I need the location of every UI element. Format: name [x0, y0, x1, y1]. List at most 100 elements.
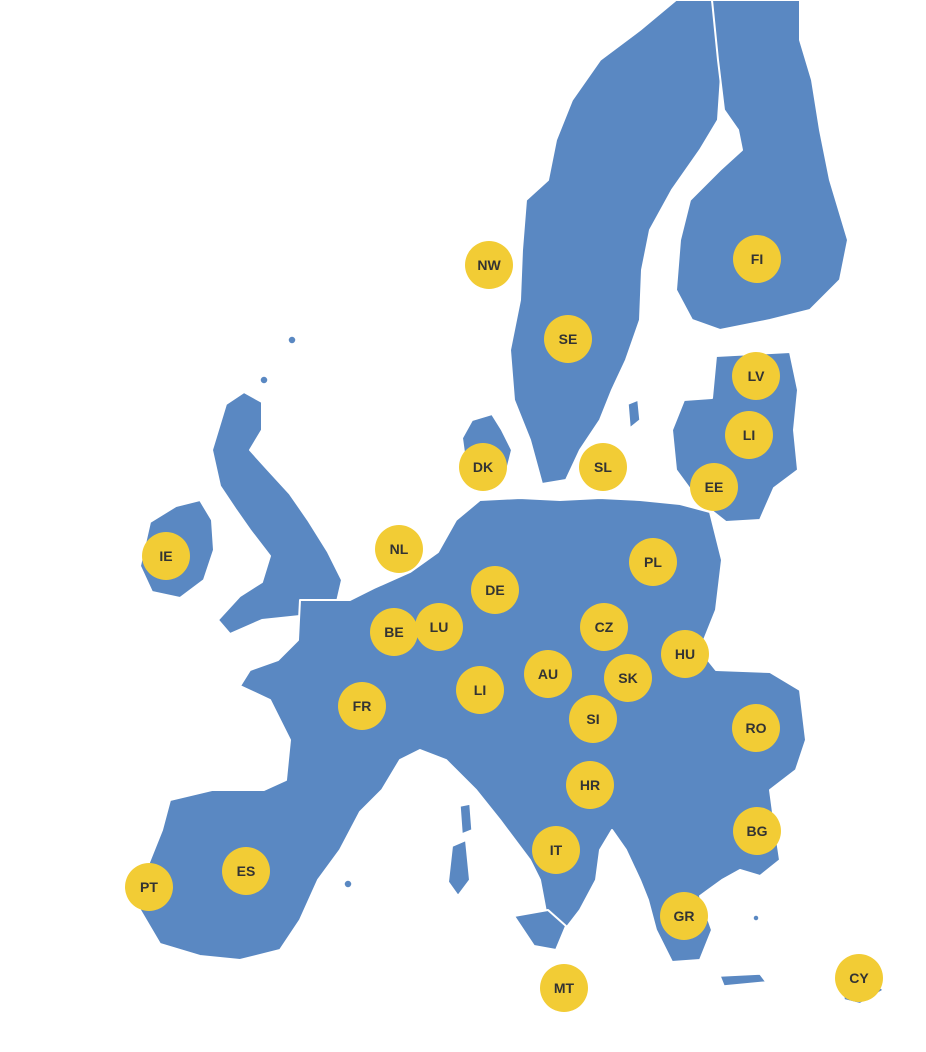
crete-shape: [718, 973, 768, 987]
great-britain-shape: [211, 391, 343, 635]
marker-cy[interactable]: CY: [835, 954, 883, 1002]
marker-gr[interactable]: GR: [660, 892, 708, 940]
marker-fr[interactable]: FR: [338, 682, 386, 730]
marker-au[interactable]: AU: [524, 650, 572, 698]
balearic-islands-shape: [343, 879, 353, 889]
marker-ie-label: IE: [159, 548, 172, 564]
marker-pl-circle: [629, 538, 677, 586]
finland-shape: [675, 0, 849, 331]
marker-ie-circle: [142, 532, 190, 580]
marker-li-baltic-circle: [725, 411, 773, 459]
marker-nl[interactable]: NL: [375, 525, 423, 573]
marker-ie[interactable]: IE: [142, 532, 190, 580]
marker-fi-label: FI: [751, 251, 763, 267]
mainland-europe-shape: [139, 497, 807, 963]
marker-cy-label: CY: [849, 970, 869, 986]
shetland-shape: [259, 375, 269, 385]
marker-ee[interactable]: EE: [690, 463, 738, 511]
marker-mt-circle: [540, 964, 588, 1012]
marker-de-label: DE: [485, 582, 504, 598]
marker-cz[interactable]: CZ: [580, 603, 628, 651]
marker-se-circle: [544, 315, 592, 363]
sweden-norway-shape: [509, 0, 723, 485]
marker-lv-label: LV: [748, 368, 766, 384]
sicily-shape: [513, 909, 567, 951]
marker-se[interactable]: SE: [544, 315, 592, 363]
marker-be-circle: [370, 608, 418, 656]
marker-hr-label: HR: [580, 777, 600, 793]
marker-de-circle: [471, 566, 519, 614]
marker-li-alps[interactable]: LI: [456, 666, 504, 714]
marker-it-circle: [532, 826, 580, 874]
marker-se-label: SE: [559, 331, 578, 347]
marker-cz-circle: [580, 603, 628, 651]
marker-lv-circle: [732, 352, 780, 400]
marker-sl[interactable]: SL: [579, 443, 627, 491]
marker-bg[interactable]: BG: [733, 807, 781, 855]
marker-nw[interactable]: NW: [465, 241, 513, 289]
marker-li-baltic[interactable]: LI: [725, 411, 773, 459]
marker-lu-label: LU: [430, 619, 449, 635]
sardinia-shape: [447, 839, 471, 897]
marker-bg-circle: [733, 807, 781, 855]
marker-cy-circle: [835, 954, 883, 1002]
marker-lu-circle: [415, 603, 463, 651]
marker-hr[interactable]: HR: [566, 761, 614, 809]
marker-ee-label: EE: [705, 479, 724, 495]
marker-ee-circle: [690, 463, 738, 511]
marker-de[interactable]: DE: [471, 566, 519, 614]
marker-si-circle: [569, 695, 617, 743]
marker-cz-label: CZ: [595, 619, 614, 635]
marker-pt-circle: [125, 863, 173, 911]
marker-li-alps-label: LI: [474, 682, 486, 698]
marker-mt-label: MT: [554, 980, 575, 996]
marker-hu[interactable]: HU: [661, 630, 709, 678]
corsica-shape: [459, 803, 473, 836]
marker-nl-label: NL: [390, 541, 409, 557]
marker-si[interactable]: SI: [569, 695, 617, 743]
marker-es-label: ES: [237, 863, 256, 879]
marker-li-alps-circle: [456, 666, 504, 714]
marker-es-circle: [222, 847, 270, 895]
marker-si-label: SI: [586, 711, 599, 727]
marker-li-baltic-label: LI: [743, 427, 755, 443]
marker-sk-label: SK: [618, 670, 637, 686]
marker-dk[interactable]: DK: [459, 443, 507, 491]
marker-fi-circle: [733, 235, 781, 283]
marker-lv[interactable]: LV: [732, 352, 780, 400]
marker-be[interactable]: BE: [370, 608, 418, 656]
aegean-island-shape: [752, 914, 760, 922]
marker-gr-label: GR: [674, 908, 695, 924]
marker-mt[interactable]: MT: [540, 964, 588, 1012]
marker-au-circle: [524, 650, 572, 698]
marker-dk-circle: [459, 443, 507, 491]
gotland-shape: [627, 398, 641, 430]
marker-be-label: BE: [384, 624, 403, 640]
marker-dk-label: DK: [473, 459, 493, 475]
marker-hu-circle: [661, 630, 709, 678]
marker-pl[interactable]: PL: [629, 538, 677, 586]
marker-ro-label: RO: [746, 720, 767, 736]
marker-lu[interactable]: LU: [415, 603, 463, 651]
marker-ro-circle: [732, 704, 780, 752]
marker-au-label: AU: [538, 666, 558, 682]
marker-pt[interactable]: PT: [125, 863, 173, 911]
marker-fi[interactable]: FI: [733, 235, 781, 283]
marker-hr-circle: [566, 761, 614, 809]
marker-nw-circle: [465, 241, 513, 289]
marker-gr-circle: [660, 892, 708, 940]
marker-pl-label: PL: [644, 554, 662, 570]
marker-sl-circle: [579, 443, 627, 491]
faroe-islands-shape: [287, 335, 297, 345]
marker-ro[interactable]: RO: [732, 704, 780, 752]
marker-it-label: IT: [550, 842, 563, 858]
marker-es[interactable]: ES: [222, 847, 270, 895]
marker-sk[interactable]: SK: [604, 654, 652, 702]
marker-it[interactable]: IT: [532, 826, 580, 874]
marker-hu-label: HU: [675, 646, 695, 662]
marker-nw-label: NW: [477, 257, 501, 273]
marker-nl-circle: [375, 525, 423, 573]
marker-bg-label: BG: [747, 823, 768, 839]
marker-sl-label: SL: [594, 459, 612, 475]
